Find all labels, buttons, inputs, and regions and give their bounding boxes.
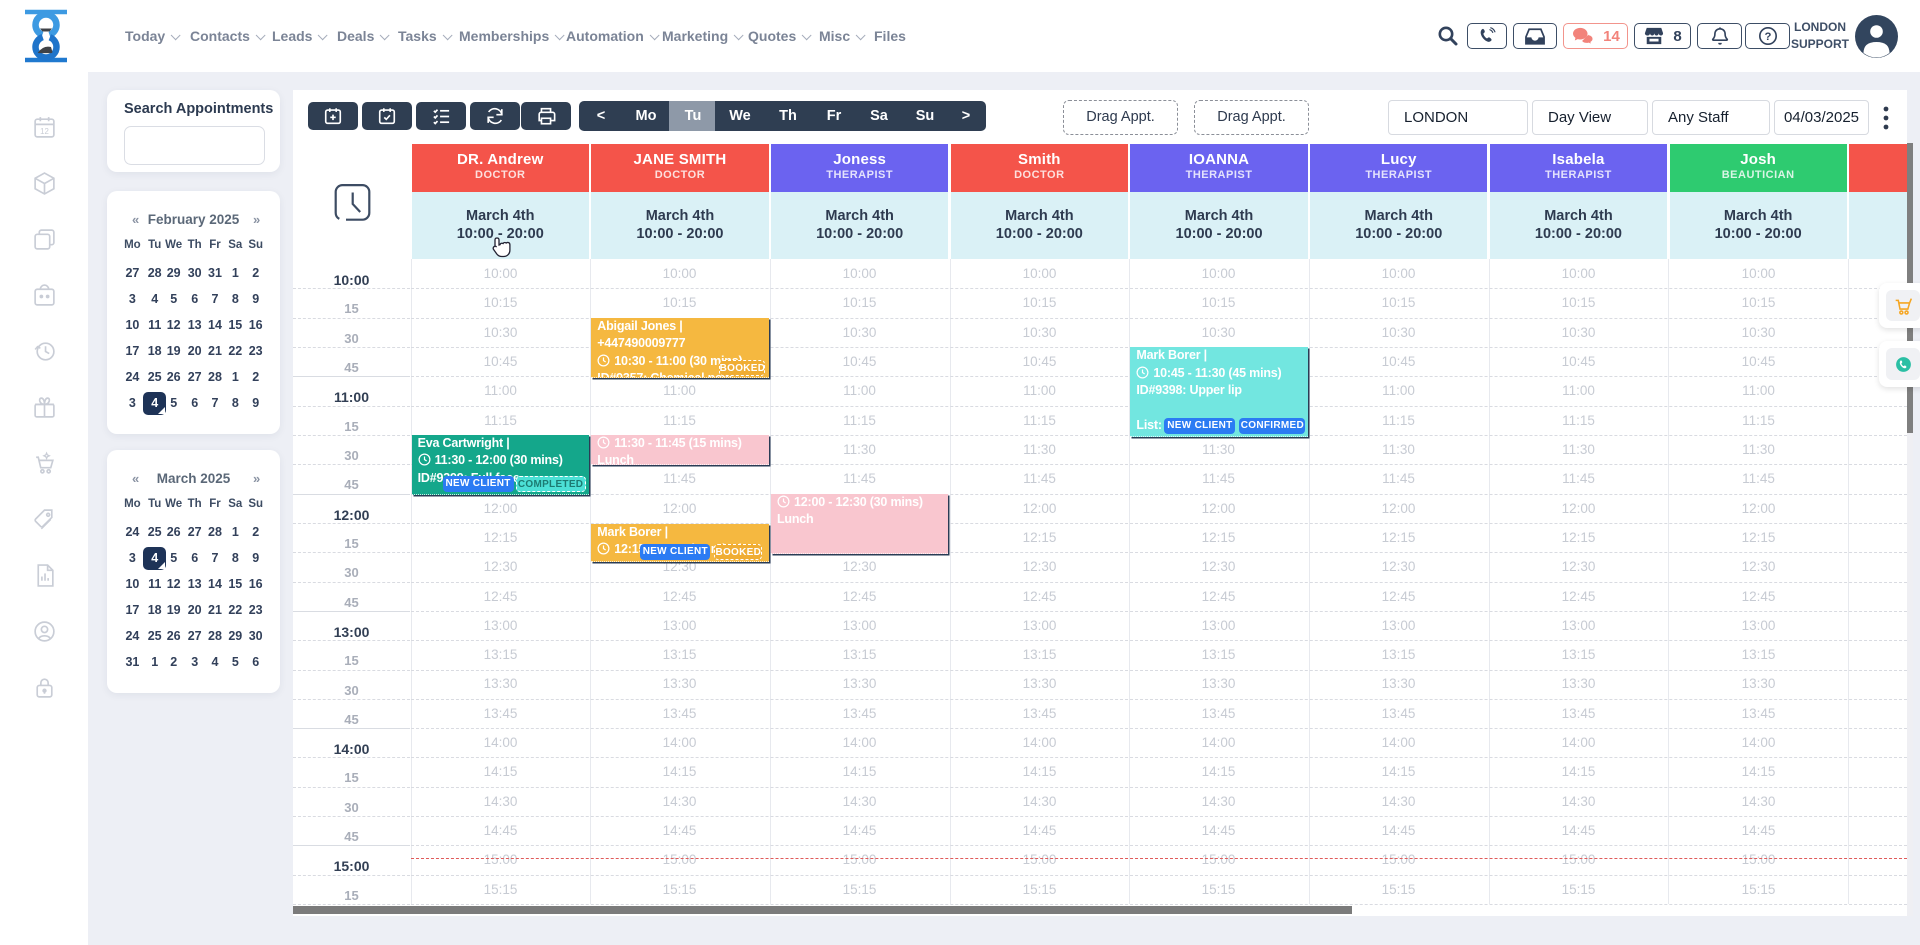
- svg-text:12: 12: [40, 127, 49, 136]
- svg-text:?: ?: [1764, 31, 1771, 43]
